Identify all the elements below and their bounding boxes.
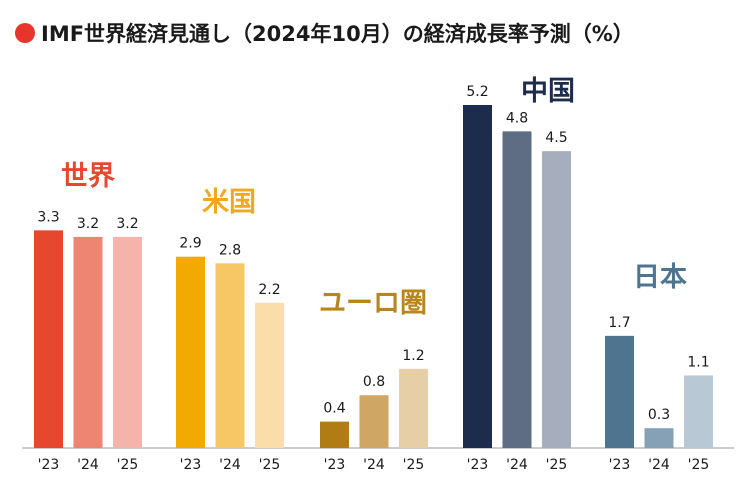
bar [215, 263, 245, 448]
group-label: 米国 [202, 187, 256, 218]
value-label: 1.1 [687, 354, 709, 370]
x-tick-label: '23 [609, 457, 631, 473]
bar [684, 375, 713, 448]
value-label: 5.2 [466, 84, 488, 100]
value-label: 2.2 [258, 282, 280, 298]
value-label: 1.7 [608, 315, 630, 331]
group-label: ユーロ圏 [319, 288, 427, 319]
value-label: 4.8 [506, 110, 528, 126]
group-label: 日本 [633, 262, 687, 293]
bar-group: ユーロ圏 0.4 '23 0.8 '24 1.2 '25 [319, 288, 428, 473]
title-bullet [15, 23, 35, 43]
bar [73, 236, 103, 448]
value-label: 4.5 [545, 130, 567, 146]
x-tick-label: '25 [688, 457, 710, 473]
x-tick-label: '25 [546, 457, 568, 473]
bar [644, 428, 674, 448]
bar [463, 105, 492, 448]
value-label: 3.2 [116, 216, 138, 232]
x-tick-label: '25 [117, 457, 139, 473]
x-tick-label: '24 [219, 457, 241, 473]
x-tick-label: '24 [363, 457, 385, 473]
value-label: 2.9 [179, 236, 201, 252]
value-label: 3.2 [77, 216, 99, 232]
bar [176, 256, 205, 448]
bar [113, 236, 142, 448]
x-tick-label: '25 [259, 457, 281, 473]
chart-title: IMF世界経済見通し（2024年10月）の経済成長率予測（%） [41, 22, 634, 46]
bar-group: 日本 1.7 '23 0.3 '24 1.1 '25 [605, 262, 713, 473]
bar [320, 421, 349, 448]
x-tick-label: '24 [648, 457, 670, 473]
bar-group: 中国 5.2 '23 4.8 '24 4.5 '25 [463, 76, 575, 473]
bar [399, 368, 428, 448]
group-label: 世界 [61, 161, 115, 192]
group-label: 中国 [521, 76, 575, 107]
bar [359, 395, 389, 448]
value-label: 0.4 [323, 401, 345, 417]
bar [605, 335, 634, 448]
value-label: 3.3 [37, 209, 59, 225]
bar [502, 131, 532, 448]
bar-group: 米国 2.9 '23 2.8 '24 2.2 '25 [176, 187, 284, 473]
value-label: 0.8 [363, 374, 385, 390]
bar-groups: 世界 3.3 '23 3.2 '24 3.2 '25 米国 2.9 '23 2.8 '24 2.2 '25… [34, 76, 713, 473]
x-tick-label: '23 [324, 457, 346, 473]
value-label: 1.2 [402, 348, 424, 364]
bar-group: 世界 3.3 '23 3.2 '24 3.2 '25 [34, 161, 142, 473]
bar [255, 302, 284, 448]
x-tick-label: '23 [180, 457, 202, 473]
value-label: 2.8 [219, 242, 241, 258]
x-tick-label: '23 [38, 457, 60, 473]
value-label: 0.3 [648, 407, 670, 423]
x-tick-label: '23 [467, 457, 489, 473]
x-tick-label: '24 [506, 457, 528, 473]
bar [34, 230, 63, 448]
bar [542, 151, 571, 448]
x-tick-label: '25 [403, 457, 425, 473]
x-tick-label: '24 [77, 457, 99, 473]
